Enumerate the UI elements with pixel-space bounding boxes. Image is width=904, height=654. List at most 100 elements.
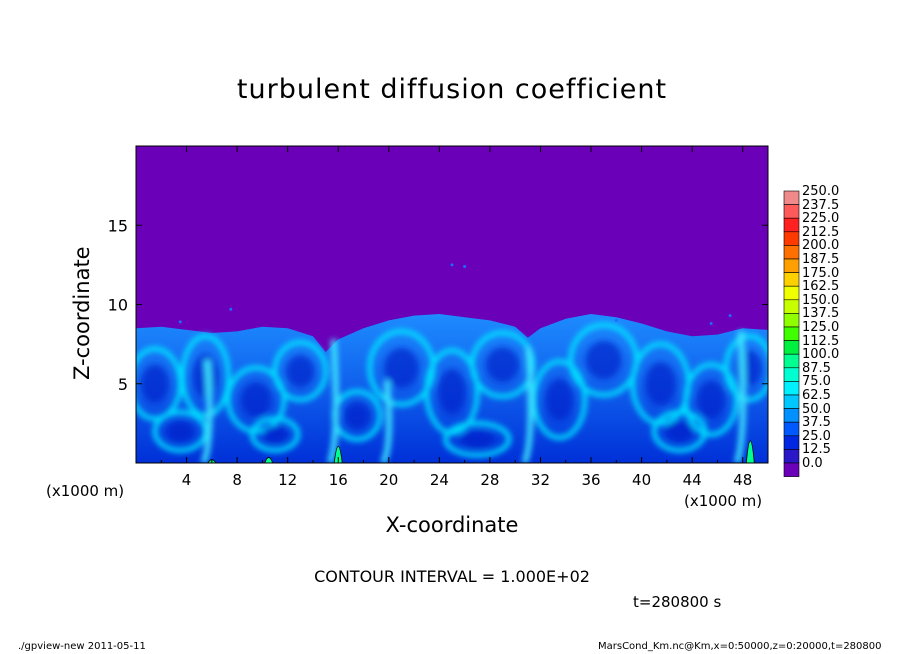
colorbar-cell <box>783 245 800 260</box>
eddy <box>152 409 209 453</box>
x-axis-label: X-coordinate <box>385 513 519 537</box>
turbulent-blob <box>178 320 182 324</box>
eddy <box>469 330 536 399</box>
x-tick-label: 4 <box>182 471 192 489</box>
y-axis: 5 10 15 <box>108 216 768 394</box>
eddy <box>424 347 480 436</box>
colorbar-cell <box>783 258 800 273</box>
colorbar-cell <box>783 313 800 328</box>
colorbar-level-label: 175.0 <box>802 265 840 281</box>
y-axis-label: Z-coordinate <box>70 246 94 380</box>
colorbar-cell <box>783 299 800 314</box>
colorbar-level-label: 162.5 <box>802 279 840 295</box>
x-tick-label: 36 <box>581 471 600 489</box>
eddy-core <box>665 420 694 442</box>
colorbar-level-label: 37.5 <box>802 415 831 431</box>
colorbar-cell <box>783 381 800 396</box>
colorbar-level-label: 75.0 <box>802 374 831 390</box>
colorbar-cell <box>783 394 800 409</box>
eddy-core <box>141 364 169 403</box>
turbulent-blob <box>614 318 618 322</box>
heatmap-field <box>136 146 768 463</box>
colorbar-level-label: 25.0 <box>802 428 831 444</box>
updraft-plume <box>521 347 534 463</box>
updraft-plume <box>326 339 339 463</box>
time-stamp: t=280800 s <box>633 593 722 611</box>
colorbar-cell <box>783 231 800 246</box>
colorbar-level-label: 212.5 <box>802 224 840 240</box>
chart-title: turbulent diffusion coefficient <box>236 74 668 105</box>
colorbar-cell <box>783 435 800 450</box>
x-tick-label: 48 <box>733 471 752 489</box>
eddy-core <box>485 347 520 383</box>
updraft-plume <box>733 330 746 463</box>
turbulent-blob <box>229 307 233 311</box>
colorbar-level-label: 187.5 <box>802 252 840 267</box>
x-tick-label: 8 <box>232 471 242 489</box>
eddy-core <box>545 378 574 421</box>
colorbar <box>783 190 800 477</box>
x-tick-label: 24 <box>430 471 449 489</box>
turbulent-blob <box>709 322 713 326</box>
eddy <box>651 409 708 453</box>
colorbar-cell <box>783 353 800 369</box>
colorbar-cell <box>783 272 800 287</box>
x-tick-label: 16 <box>329 471 348 489</box>
turbulent-blob <box>450 263 454 267</box>
updraft-plume <box>200 359 213 463</box>
eddy-core <box>697 380 726 419</box>
footer-left: ./gpview-new 2011-05-11 <box>18 641 146 652</box>
eddy-core <box>262 425 288 444</box>
x-tick-label: 12 <box>278 471 297 489</box>
colorbar-cell <box>783 462 800 477</box>
y-tick-label: 5 <box>118 375 128 394</box>
x-unit-label-left: (x1000 m) <box>46 482 125 500</box>
eddy <box>531 359 588 441</box>
colorbar-level-label: 125.0 <box>802 320 840 335</box>
eddy <box>683 362 739 437</box>
eddy-core <box>286 355 315 387</box>
colorbar-level-label: 100.0 <box>802 347 840 363</box>
colorbar-level-label: 225.0 <box>802 211 840 227</box>
colorbar-level-label: 200.0 <box>802 238 840 254</box>
colorbar-cell <box>783 326 800 341</box>
colorbar-cell <box>783 408 800 423</box>
y-tick-label: 10 <box>108 296 128 315</box>
eddy <box>225 365 287 434</box>
eddy-core <box>166 420 195 442</box>
eddy <box>443 420 512 458</box>
colorbar-cell <box>783 340 800 355</box>
eddy <box>180 333 231 418</box>
colorbar-cell <box>783 190 800 205</box>
eddy-core <box>240 382 272 418</box>
colorbar-cell <box>783 421 800 437</box>
colorbar-level-label: 112.5 <box>802 333 840 349</box>
colorbar-level-label: 237.5 <box>802 197 840 213</box>
updraft-plume <box>380 380 393 463</box>
y-tick-label: 15 <box>108 216 128 235</box>
colorbar-level-label: 150.0 <box>802 292 840 308</box>
x-axis: 4 8 12 16 20 24 28 32 36 40 44 48 <box>160 146 752 489</box>
turbulent-blob <box>463 264 467 268</box>
colorbar-cell <box>783 285 800 301</box>
turbulent-blob <box>728 314 732 318</box>
eddy <box>136 346 183 422</box>
x-tick-label: 28 <box>480 471 499 489</box>
eddy-core <box>438 369 466 415</box>
eddy-core <box>384 347 419 388</box>
eddy <box>723 333 768 403</box>
eddy-core <box>645 361 676 406</box>
x-tick-label: 44 <box>683 471 702 489</box>
colorbar-level-label: 87.5 <box>802 360 831 376</box>
colorbar-level-label: 250.0 <box>802 184 840 199</box>
colorbar-level-label: 137.5 <box>802 306 840 322</box>
eddy-structures <box>136 322 768 463</box>
colorbar-cell <box>783 217 800 233</box>
x-tick-label: 32 <box>531 471 550 489</box>
footer-right: MarsCond_Km.nc@Km,x=0:50000,z=0:20000,t=… <box>598 641 882 652</box>
x-unit-label-right: (x1000 m) <box>684 492 763 510</box>
colorbar-cell <box>783 367 800 382</box>
colorbar-level-label: 0.0 <box>802 456 823 471</box>
eddy <box>249 416 301 453</box>
